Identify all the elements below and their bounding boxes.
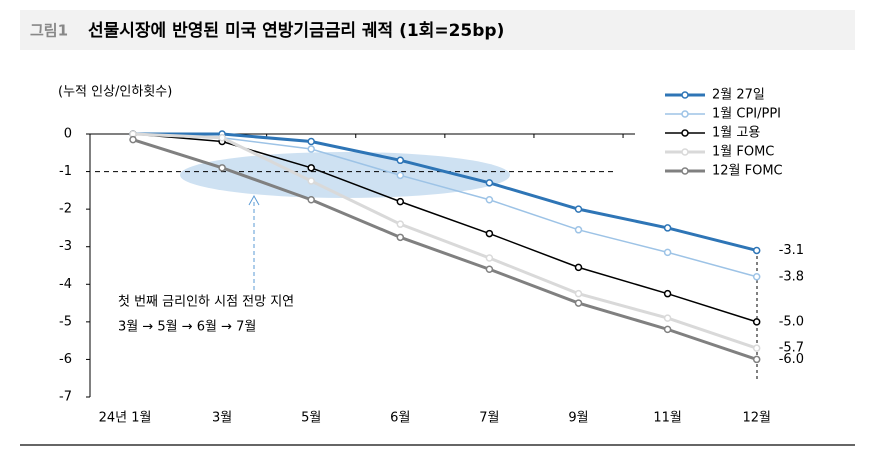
y-tick-label: -2 [59,202,72,217]
point [396,220,405,228]
legend-label: 1월 CPI/PPI [712,107,781,122]
series-line [132,138,758,361]
point [307,177,315,185]
value-label: -3.8 [779,269,804,284]
x-tick-label: 9월 [568,411,588,426]
legend-marker [681,129,689,137]
point [485,265,494,274]
point [307,196,315,204]
legend-label: 12월 FOMC [712,164,783,179]
y-tick-label: 0 [64,127,72,142]
legend-marker [681,91,689,99]
x-tick-label: 3월 [212,411,232,426]
x-tick-label: 24년 1월 [99,411,152,426]
legend-label: 1월 FOMC [712,145,774,160]
point [396,233,405,242]
y-tick-label: -1 [59,164,72,179]
legend-marker [681,148,689,156]
x-tick-label: 12월 [742,411,771,426]
chart-title: 선물시장에 반영된 미국 연방기금금리 궤적 (1회=25bp) [88,21,504,41]
point [574,226,583,234]
series-line [133,132,758,252]
point [307,145,315,153]
point [307,164,315,172]
value-label: -6.0 [779,352,804,367]
annotation: 첫 번째 금리인하 시점 전망 지연 [118,295,294,310]
point [396,171,405,180]
point [752,355,761,364]
highlight [180,152,510,198]
legend-label: 1월 고용 [712,126,760,141]
point [663,224,672,232]
point [752,344,761,352]
value-label: -3.1 [779,243,804,258]
point [485,196,494,204]
point [752,246,761,255]
legend-marker [681,167,689,175]
y-tick-label: -3 [59,239,72,254]
point [574,289,583,298]
y-axis-label: (누적 인상/인하횟수) [58,85,172,100]
point [485,254,494,262]
point [752,273,761,281]
y-tick-label: -7 [59,390,72,405]
point [218,164,226,172]
point [396,197,405,206]
point [574,263,583,272]
arrow-head [248,194,260,206]
point [663,314,672,322]
point [574,299,583,307]
point [752,318,761,326]
point [307,137,315,146]
legend-label: 2월 27일 [712,88,765,103]
value-label: -5.7 [779,341,804,356]
title-bar [20,10,855,50]
point [129,135,137,144]
x-tick-label: 6월 [390,411,410,426]
point [663,289,672,298]
annotation: 3월 → 5월 → 6월 → 7월 [118,320,256,335]
point [485,229,494,238]
point [663,248,672,257]
point [396,156,405,165]
x-tick-label: 7월 [479,411,499,426]
point [574,205,583,213]
y-tick-label: -6 [59,352,72,367]
x-tick-label: 5월 [301,411,321,426]
legend-marker [681,110,689,118]
value-label: -5.0 [779,314,804,329]
x-tick-label: 11월 [653,411,682,426]
point [485,179,494,187]
y-tick-label: -4 [59,277,72,292]
point [663,325,672,334]
point [218,134,226,142]
y-tick-label: -5 [59,314,72,329]
series-line [132,132,758,350]
figure-label: 그림1 [30,22,68,40]
series-line [132,133,757,278]
